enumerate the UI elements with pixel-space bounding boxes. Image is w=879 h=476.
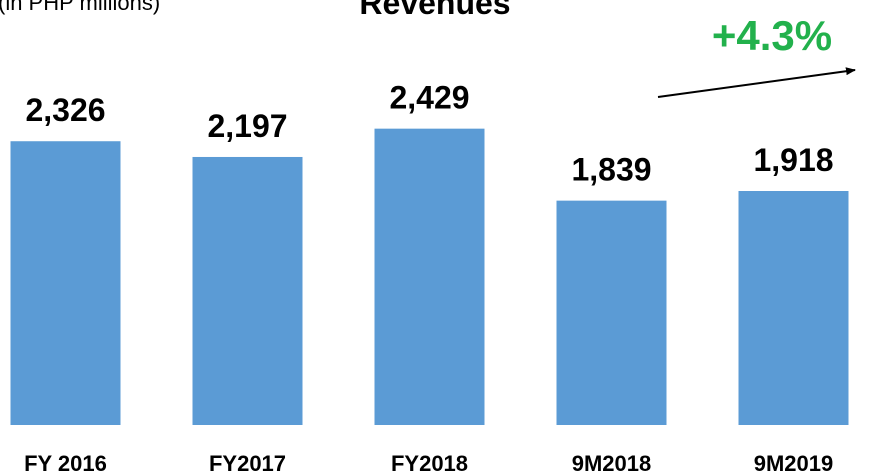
bar (738, 191, 849, 425)
chart-title: Revenues (359, 0, 510, 21)
bar (10, 141, 121, 425)
value-label: 1,918 (753, 142, 833, 178)
x-tick-label: FY 2016 (24, 451, 107, 476)
chart-subtitle: (in PHP millions) (0, 0, 160, 15)
x-tick-label: FY2017 (209, 451, 286, 476)
bar (556, 200, 667, 425)
bar (192, 156, 303, 425)
x-tick-label: 9M2019 (754, 451, 834, 476)
bar (374, 128, 485, 426)
annotation: +4.3% (712, 12, 832, 59)
value-label: 2,197 (207, 108, 287, 144)
x-tick-label: FY2018 (391, 451, 468, 476)
x-tick-label: 9M2018 (572, 451, 652, 476)
value-label: 1,839 (571, 152, 651, 188)
value-label: 2,429 (389, 80, 469, 116)
trend-arrow (657, 67, 856, 98)
value-label: 2,326 (25, 92, 105, 128)
